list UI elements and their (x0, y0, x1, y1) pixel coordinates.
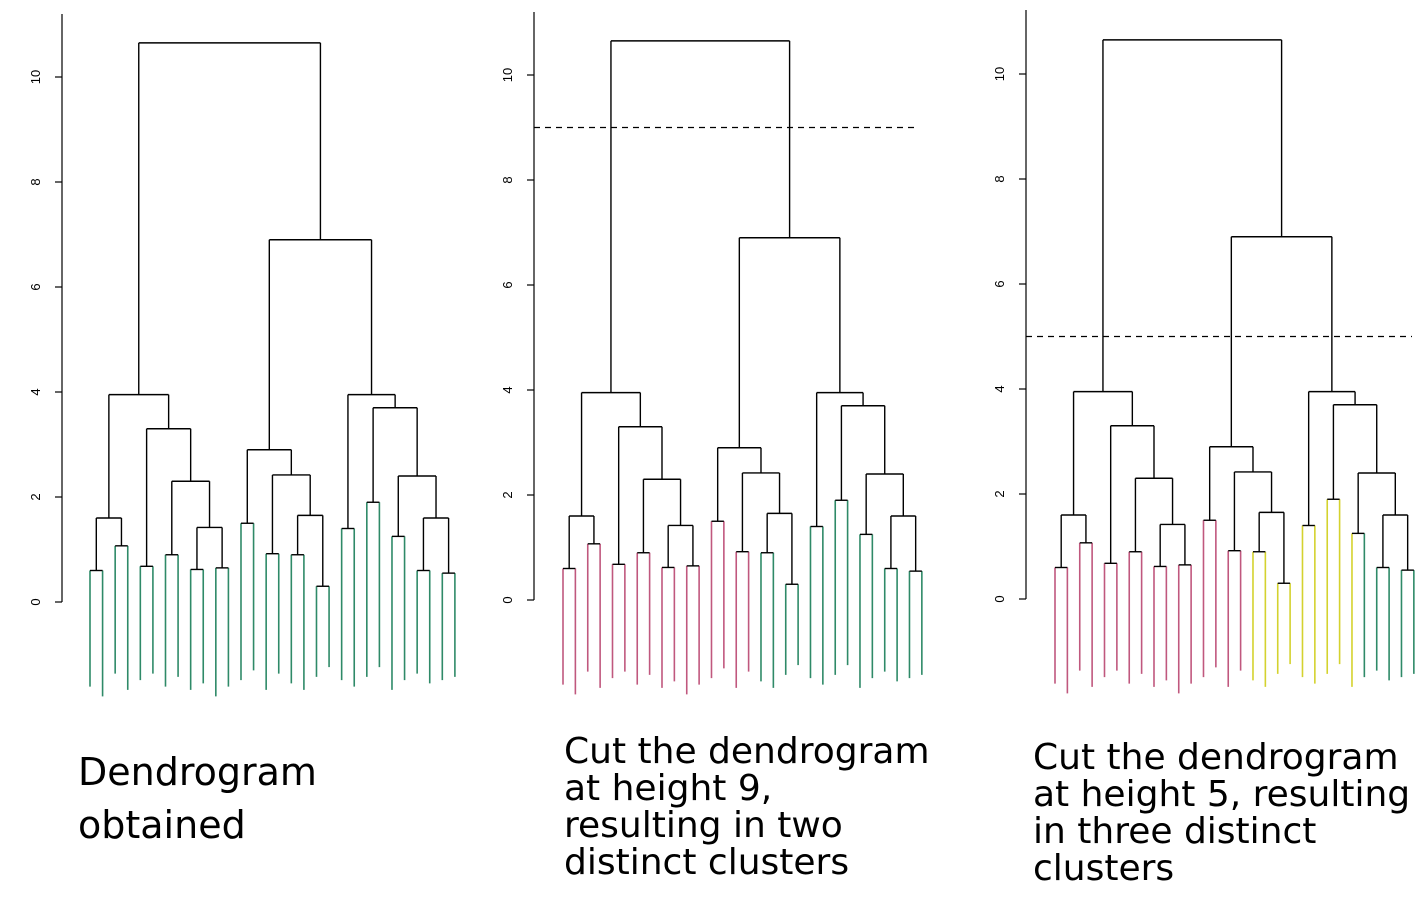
dendrogram-panel-2: 0 2 4 6 8 10 (500, 12, 923, 695)
y-axis-tick-label: 8 (28, 178, 43, 185)
dendrogram-panel-3: 0 2 4 6 8 10 (992, 10, 1415, 694)
y-axis-tick-label: 0 (28, 598, 43, 605)
y-axis-tick-label: 8 (500, 176, 515, 183)
y-axis-tick-label: 6 (28, 283, 43, 290)
y-axis-tick-label: 0 (500, 596, 515, 603)
y-axis-tick-label: 10 (992, 67, 1007, 81)
y-axis-tick-label: 2 (992, 490, 1007, 497)
y-axis-tick-label: 4 (28, 388, 43, 395)
y-axis-tick-label: 6 (992, 280, 1007, 287)
y-axis-tick-label: 2 (500, 491, 515, 498)
y-axis-tick-label: 10 (500, 68, 515, 82)
y-axis-tick-label: 4 (500, 386, 515, 393)
y-axis-tick-label: 4 (992, 385, 1007, 392)
caption-dendrogram-obtained: Dendrogram obtained (78, 750, 317, 847)
caption-cut-height-9: Cut the dendrogram at height 9, resultin… (564, 731, 930, 883)
y-axis-tick-label: 6 (500, 281, 515, 288)
y-axis-tick-label: 10 (28, 70, 43, 84)
dendrogram-panel-1: 0 2 4 6 8 10 (28, 14, 456, 697)
caption-cut-height-5: Cut the dendrogram at height 5, resultin… (1033, 737, 1411, 889)
y-axis-tick-label: 0 (992, 595, 1007, 602)
y-axis-tick-label: 8 (992, 175, 1007, 182)
y-axis-tick-label: 2 (28, 493, 43, 500)
